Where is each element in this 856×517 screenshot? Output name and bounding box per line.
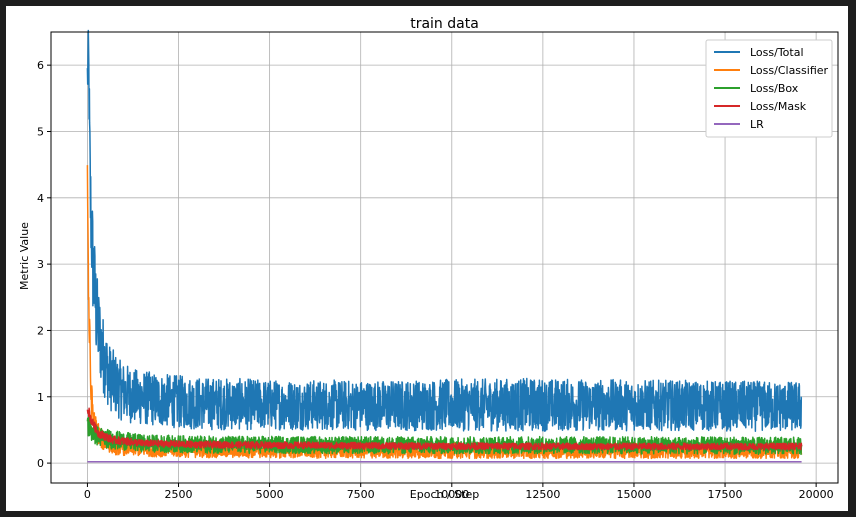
axes-box [50, 31, 839, 484]
legend-label: Loss/Box [750, 82, 799, 95]
ticks: 0 2500 5000 7500 10000 12500 15000 17500 20000 0 1… [37, 59, 834, 501]
legend: Loss/Total Loss/Classifier Loss/Box Loss/Ma… [705, 39, 833, 138]
y-tick-label: 6 [37, 59, 44, 72]
legend-label: Loss/Classifier [750, 64, 829, 77]
x-tick-label: 7500 [347, 488, 375, 501]
x-tick-label: 2500 [165, 488, 193, 501]
y-tick-label: 0 [37, 457, 44, 470]
x-tick-label: 0 [84, 488, 91, 501]
y-tick-label: 5 [37, 125, 44, 138]
x-tick-label: 10000 [434, 488, 469, 501]
y-tick-label: 3 [37, 258, 44, 271]
y-axis-label: Metric Value [18, 222, 31, 290]
y-tick-label: 2 [37, 324, 44, 337]
series-line-loss-total [86, 29, 803, 433]
legend-label: LR [750, 118, 764, 131]
legend-box [705, 39, 833, 138]
chart-frame: 0 2500 5000 7500 10000 12500 15000 17500 20000 0 1… [6, 6, 848, 511]
series-lines [86, 29, 803, 463]
x-tick-label: 5000 [256, 488, 284, 501]
x-axis-label: Epoch / Step [410, 488, 479, 501]
series-line-loss-mask [86, 407, 803, 451]
y-tick-label: 4 [37, 192, 44, 205]
chart: 0 2500 5000 7500 10000 12500 15000 17500 20000 0 1… [18, 16, 839, 501]
y-tick-label: 1 [37, 391, 44, 404]
legend-label: Loss/Total [750, 46, 804, 59]
chart-title: train data [410, 16, 479, 32]
x-tick-label: 17500 [708, 488, 743, 501]
legend-label: Loss/Mask [750, 100, 807, 113]
x-tick-label: 15000 [616, 488, 651, 501]
x-tick-label: 20000 [799, 488, 834, 501]
x-tick-label: 12500 [525, 488, 560, 501]
